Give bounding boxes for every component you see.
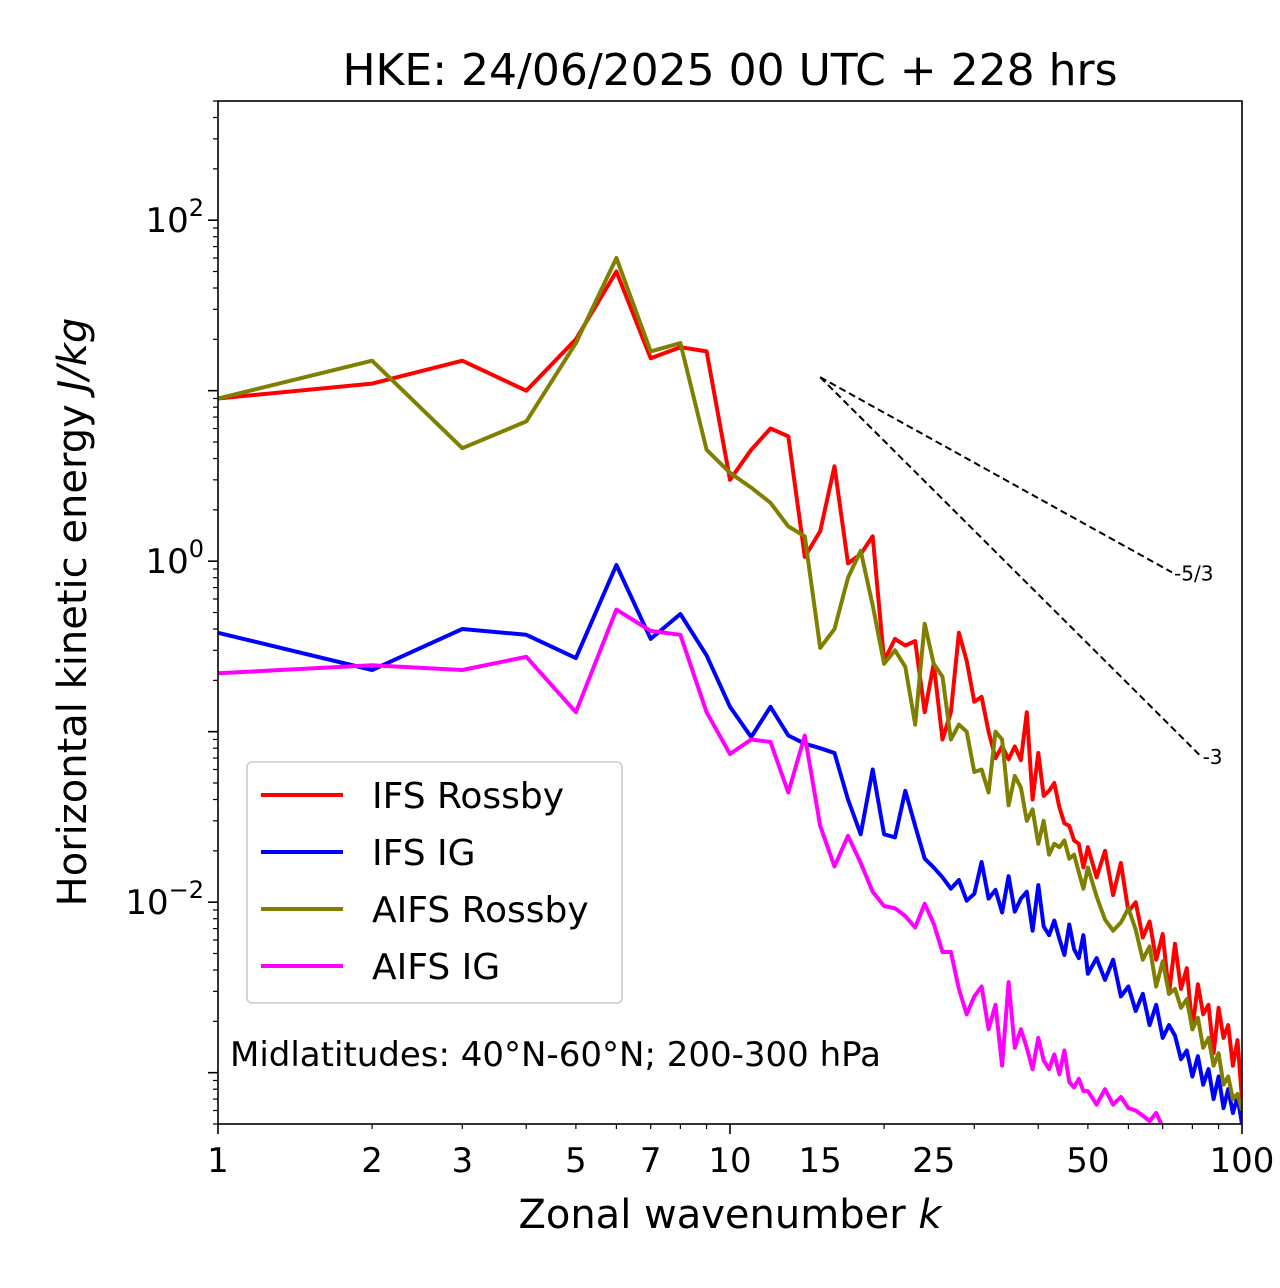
- reference-slope-labels: -5/3 -3: [1174, 561, 1222, 769]
- x-tick-label: 1: [207, 1141, 229, 1181]
- y-axis-ticks: 102 100 10−2: [125, 100, 218, 1125]
- x-axis-ticks: 1 2 3 5 7 10 15 25 50 100: [207, 1124, 1274, 1181]
- series-line-aifs-rossby: [218, 256, 1242, 1112]
- legend-label: AIFS IG: [372, 947, 500, 988]
- series-layer: [218, 256, 1242, 1124]
- legend-box: [246, 761, 623, 1004]
- legend-label: IFS IG: [372, 833, 476, 874]
- y-axis-label-text: Horizontal kinetic energy: [50, 404, 96, 906]
- chart-title: HKE: 24/06/2025 00 UTC + 228 hrs: [342, 45, 1117, 96]
- reference-slopes: [819, 376, 1202, 757]
- legend: IFS Rossby IFS IG AIFS Rossby AIFS IG: [246, 761, 623, 1004]
- x-axis-label: Zonal wavenumber k: [518, 1192, 943, 1238]
- x-tick-label: 3: [451, 1141, 473, 1181]
- x-tick-label: 15: [799, 1141, 842, 1181]
- series-line-aifs-ig: [218, 607, 1164, 1124]
- legend-label: AIFS Rossby: [372, 890, 589, 931]
- x-tick-label: 50: [1066, 1141, 1109, 1181]
- x-tick-label: 100: [1210, 1141, 1275, 1181]
- y-tick-label: 102: [145, 194, 204, 241]
- x-axis-label-text: Zonal wavenumber: [518, 1192, 906, 1238]
- reference-slope-line: [819, 376, 1202, 757]
- x-tick-label: 10: [708, 1141, 751, 1181]
- legend-entries: IFS Rossby IFS IG AIFS Rossby AIFS IG: [261, 776, 589, 988]
- y-axis-label-unit: J/kg: [50, 318, 96, 399]
- x-tick-label: 5: [565, 1141, 587, 1181]
- series-line-ifs-rossby: [218, 269, 1242, 1100]
- x-tick-label: 7: [640, 1141, 662, 1181]
- reference-slope-label: -5/3: [1174, 561, 1213, 585]
- y-tick-label: 10−2: [125, 876, 204, 923]
- x-axis-label-symbol: k: [918, 1192, 943, 1238]
- legend-label: IFS Rossby: [372, 776, 564, 817]
- reference-slope-line: [819, 376, 1173, 574]
- y-tick-label: 100: [145, 535, 204, 582]
- region-annotation: Midlatitudes: 40°N-60°N; 200-300 hPa: [230, 1035, 881, 1075]
- y-axis-label: Horizontal kinetic energy J/kg: [50, 318, 96, 907]
- x-tick-label: 2: [361, 1141, 383, 1181]
- x-tick-label: 25: [912, 1141, 955, 1181]
- reference-slope-label: -3: [1203, 745, 1223, 769]
- series-line-ifs-ig: [218, 563, 1242, 1124]
